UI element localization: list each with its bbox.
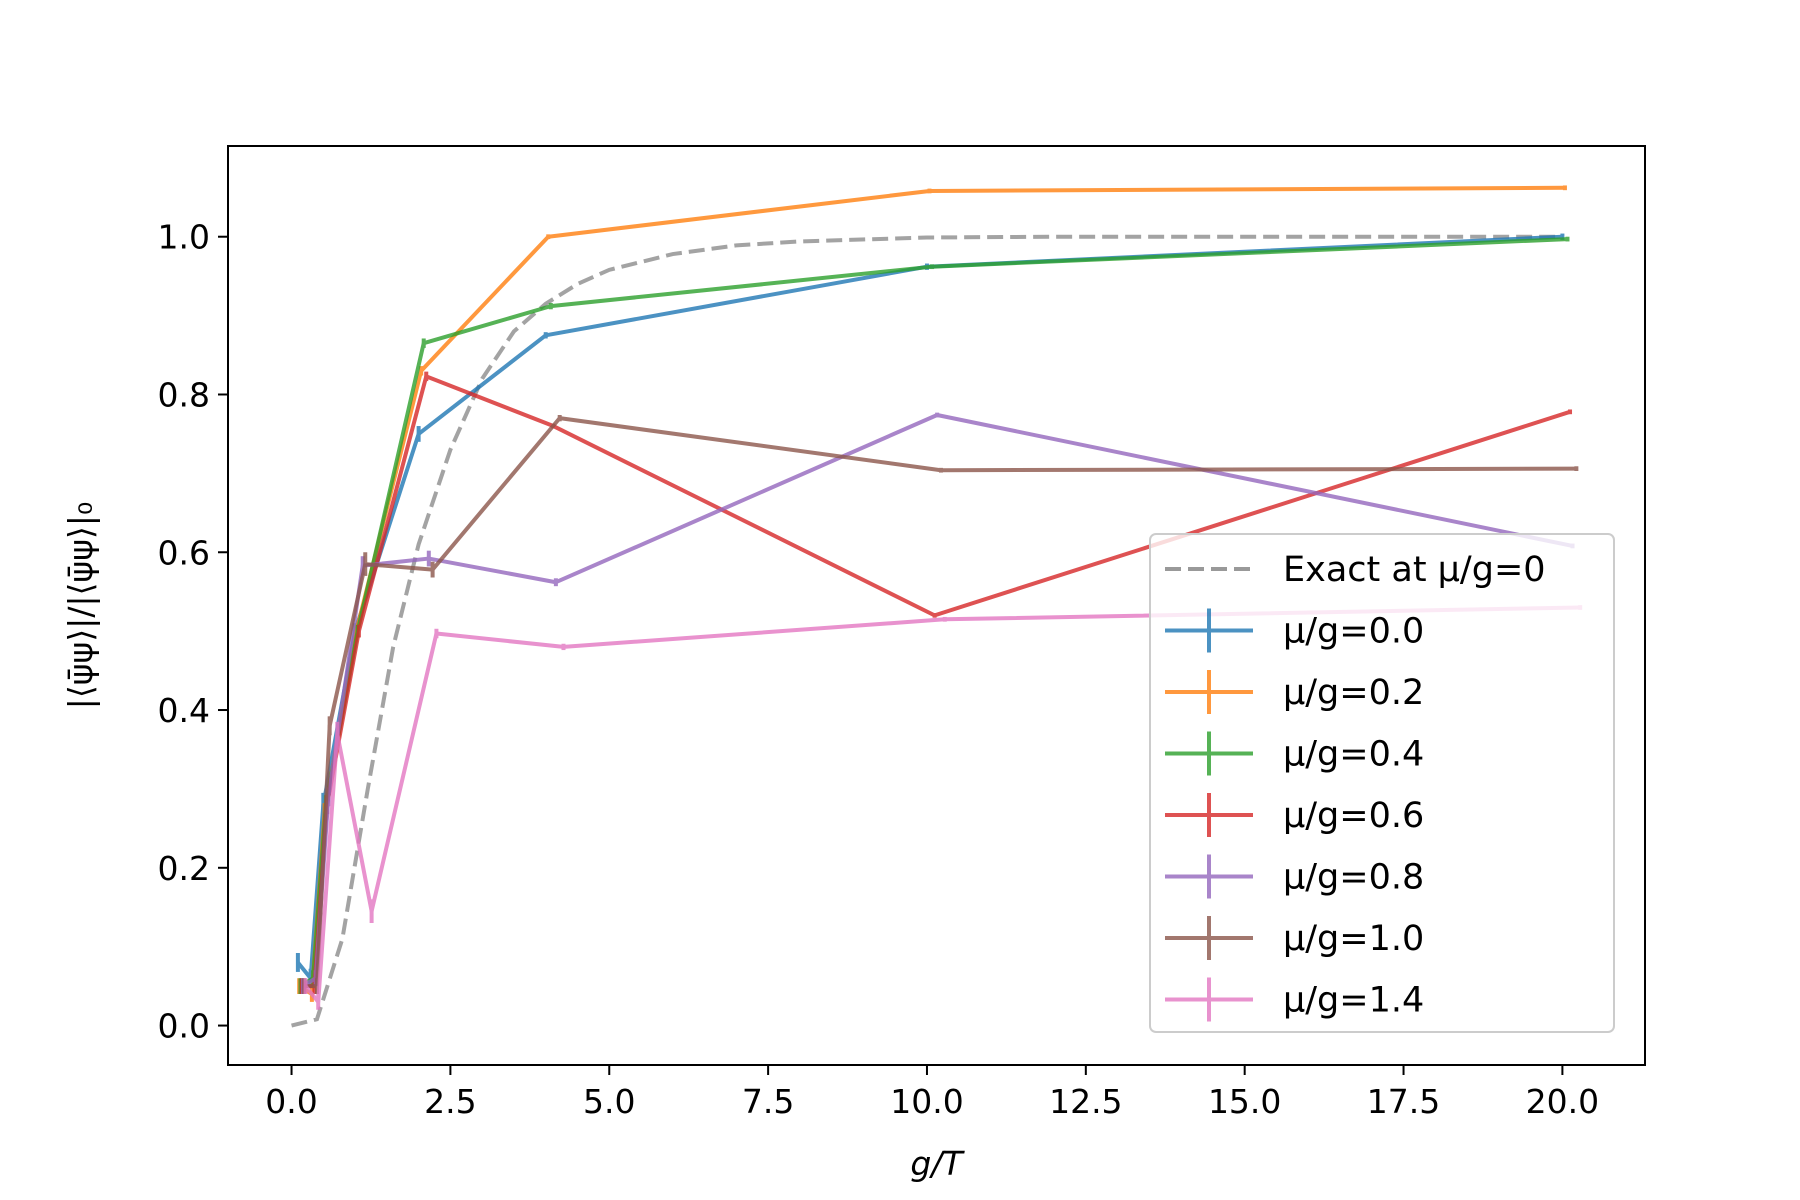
y-tick-label: 0.6 [158,533,210,572]
legend-label: Exact at μ/g=0 [1283,550,1546,590]
series-line [303,605,1581,1004]
legend-entry: μ/g=1.0 [1165,916,1424,960]
exact-series-line [291,234,1563,1028]
legend-entry: μ/g=0.4 [1165,731,1424,776]
plot-series [291,185,1583,1028]
x-tick-label: 15.0 [1208,1082,1281,1121]
y-tick-label: 0.2 [158,849,210,888]
series-6 [303,605,1583,1010]
legend: Exact at μ/g=0 μ/g=0.0 μ/g=0.2 μ/g=0.4 μ/g=0… [1149,533,1615,1033]
x-tick-label: 17.5 [1367,1082,1440,1121]
legend-handle [1165,670,1253,714]
legend-box [1149,533,1615,1033]
legend-label: μ/g=0.2 [1283,673,1424,713]
legend-handle [1165,854,1253,899]
legend-entry: μ/g=0.6 [1165,793,1424,837]
y-tick-label: 0.8 [158,375,210,414]
legend-entry: μ/g=0.2 [1165,670,1424,714]
x-tick-label: 2.5 [424,1082,476,1121]
y-axis-label: |⟨ψ̄ψ⟩|/|⟨ψ̄ψ⟩|₀ [61,502,100,709]
legend-entry: Exact at μ/g=0 [1165,550,1546,590]
x-tick-label: 12.5 [1049,1082,1122,1121]
legend-label: μ/g=0.0 [1283,612,1424,652]
legend-handle [1165,977,1253,1022]
x-tick-label: 20.0 [1526,1082,1599,1121]
legend-entry: μ/g=0.8 [1165,854,1424,899]
x-axis: 0.0 2.5 5.0 7.5 10.0 12.5 15.0 17.5 20.0 [265,1065,1599,1121]
x-tick-label: 5.0 [583,1082,635,1121]
legend-handle [1165,793,1253,837]
legend-label: μ/g=0.8 [1283,858,1424,898]
y-tick-label: 1.0 [158,218,210,257]
x-tick-label: 7.5 [742,1082,794,1121]
x-tick-label: 10.0 [890,1082,963,1121]
legend-label: μ/g=1.0 [1283,919,1424,959]
legend-entry: μ/g=1.4 [1165,977,1424,1022]
legend-handle [1165,731,1253,776]
legend-label: μ/g=0.4 [1283,735,1424,775]
x-tick-label: 0.0 [265,1082,317,1121]
y-axis: 0.0 0.2 0.4 0.6 0.8 1.0 [158,218,228,1046]
legend-handle [1165,608,1253,653]
legend-entry: μ/g=0.0 [1165,608,1424,653]
x-axis-label: g/T [910,1144,965,1183]
y-tick-label: 0.4 [158,691,210,730]
legend-label: μ/g=0.6 [1283,796,1424,836]
legend-handle [1165,916,1253,960]
legend-label: μ/g=1.4 [1283,981,1424,1021]
y-tick-label: 0.0 [158,1007,210,1046]
series-line [304,416,1577,989]
plot-frame [227,145,1646,1066]
